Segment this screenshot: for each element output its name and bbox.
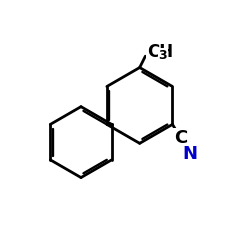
Text: 3: 3 (158, 49, 167, 62)
Text: C: C (174, 129, 187, 147)
Text: N: N (182, 145, 198, 163)
Text: CH: CH (147, 43, 174, 61)
